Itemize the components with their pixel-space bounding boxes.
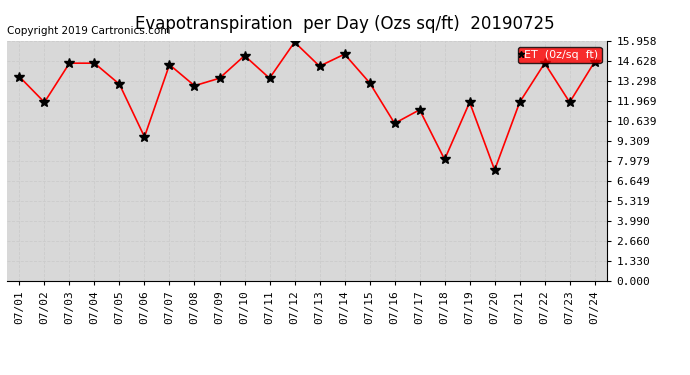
Legend: ET  (0z/sq  ft): ET (0z/sq ft) [518, 47, 602, 63]
Text: Evapotranspiration  per Day (Ozs sq/ft)  20190725: Evapotranspiration per Day (Ozs sq/ft) 2… [135, 15, 555, 33]
Text: Copyright 2019 Cartronics.com: Copyright 2019 Cartronics.com [7, 27, 170, 36]
